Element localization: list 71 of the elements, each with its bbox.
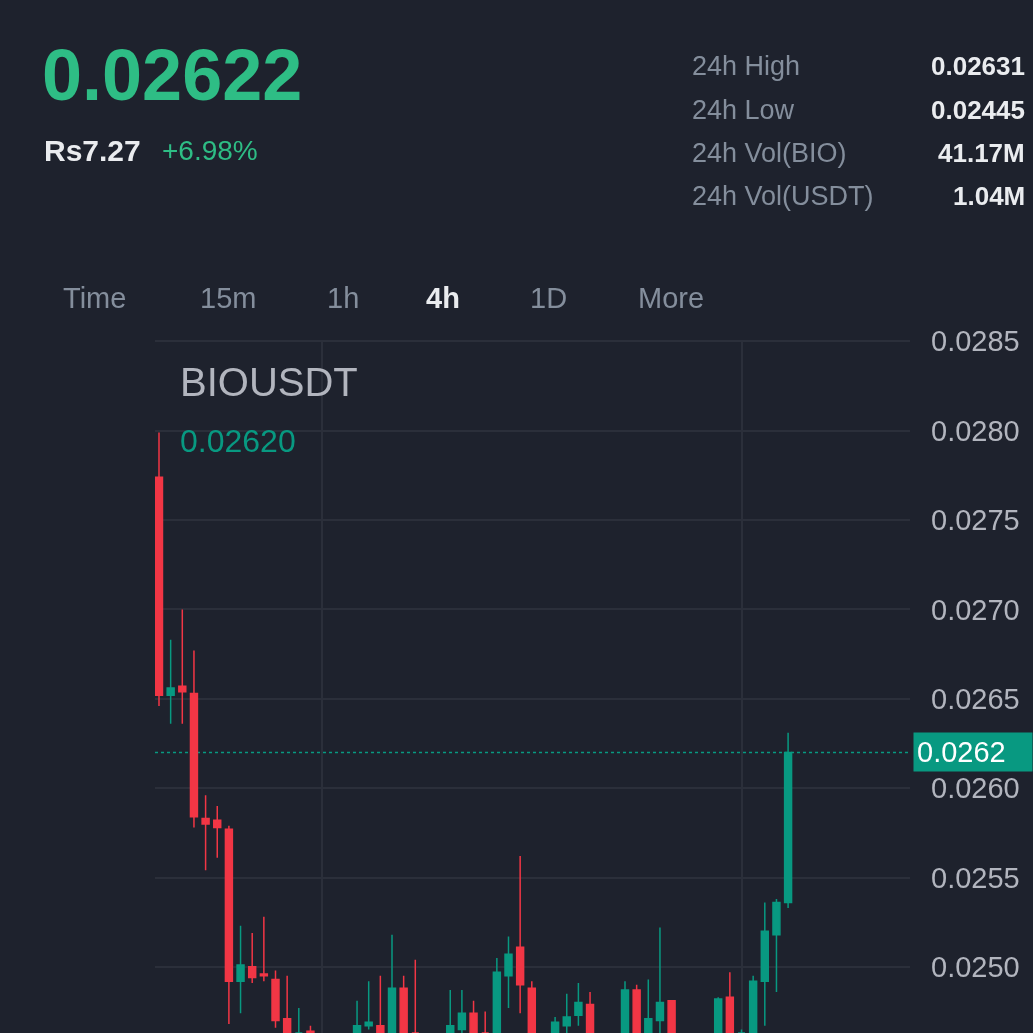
- text: 0.02631: [931, 51, 1025, 81]
- candlestick: [760, 901, 770, 1027]
- text: 24h Vol(USDT): [692, 181, 874, 211]
- candlestick: [282, 975, 292, 1033]
- text: 0.02622: [42, 35, 303, 115]
- candlestick: [737, 1028, 746, 1033]
- y-tick-label: 0.0260: [931, 772, 1020, 805]
- candlestick: [446, 989, 455, 1033]
- candlestick: [387, 933, 397, 1033]
- text: Rs7.27: [44, 134, 141, 167]
- candlestick: [294, 1007, 304, 1033]
- text: 24h Low: [692, 95, 795, 125]
- text: 4h: [426, 282, 460, 314]
- text: +6.98%: [162, 135, 258, 166]
- candlestick: [457, 989, 467, 1033]
- candlestick: [504, 935, 513, 1009]
- candlestick: [574, 982, 583, 1027]
- candlestick: [236, 925, 245, 1015]
- candlestick: [644, 978, 653, 1033]
- candlestick: [748, 975, 758, 1033]
- text: 0.02445: [931, 95, 1025, 125]
- candlestick: [620, 980, 630, 1033]
- y-tick-label: 0.0255: [931, 861, 1020, 894]
- y-tick-label: 0.0265: [931, 682, 1020, 715]
- candlestick: [562, 992, 571, 1033]
- y-tick-label: 0.0280: [931, 414, 1020, 447]
- candlestick: [189, 649, 199, 829]
- text: 24h High: [692, 51, 801, 81]
- candlestick: [527, 980, 537, 1033]
- text: Time: [63, 282, 127, 314]
- text: 1D: [530, 282, 568, 314]
- candlestick: [376, 975, 385, 1033]
- y-tick-label: 0.0270: [931, 593, 1020, 626]
- candlestick: [713, 996, 723, 1033]
- candlestick: [155, 431, 164, 707]
- candlestick: [178, 608, 187, 725]
- text: BIOUSDT: [180, 359, 358, 404]
- candlestick: [201, 794, 210, 872]
- candlestick: [725, 971, 735, 1033]
- candlestick: [271, 969, 280, 1029]
- text: 24h Vol(BIO): [692, 138, 847, 168]
- candlestick: [480, 1010, 490, 1033]
- candlestick: [224, 824, 234, 1025]
- y-tick-label: 0.0285: [931, 325, 1020, 358]
- text: 1h: [327, 282, 360, 314]
- candlestick: [411, 958, 420, 1033]
- candlestick: [550, 1016, 560, 1033]
- text: 15m: [200, 282, 257, 314]
- candlestick: [399, 975, 408, 1033]
- candlestick: [772, 898, 781, 993]
- annotation: 0.02620: [180, 423, 296, 459]
- candlestick: [655, 926, 665, 1033]
- candlestick: [247, 932, 257, 984]
- y-tick-label: 0.0275: [931, 504, 1020, 537]
- candlestick: [632, 984, 641, 1033]
- candlestick: [364, 980, 373, 1031]
- candlestick: [515, 855, 525, 1015]
- candlestick: [492, 957, 502, 1033]
- candlestick: [667, 1000, 676, 1033]
- text: 41.17M: [938, 138, 1025, 168]
- text: More: [638, 282, 705, 314]
- ref-line-label: 0.0262: [917, 736, 1006, 768]
- candlestick: [352, 1000, 362, 1033]
- y-tick-label: 0.0250: [931, 951, 1020, 984]
- text: 1.04M: [953, 181, 1026, 211]
- candlestick: [213, 805, 222, 859]
- candlestick: [585, 991, 595, 1033]
- candlestick: [259, 916, 269, 982]
- candlestick: [469, 1000, 478, 1033]
- candlestick: [166, 639, 175, 725]
- candlestick: [306, 1025, 315, 1033]
